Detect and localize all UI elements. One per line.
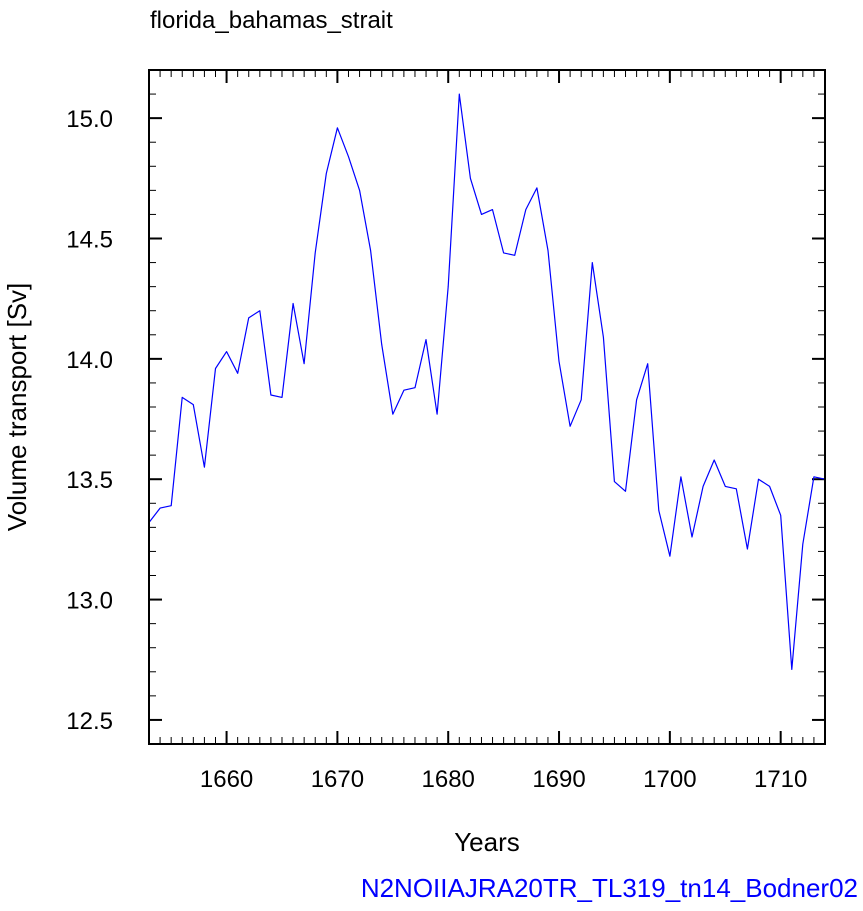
y-tick-labels: 12.5 13.0 13.5 14.0 14.5 15.0 [66,106,113,735]
chart-title: florida_bahamas_strait [150,7,393,34]
x-tick-label: 1710 [754,766,807,793]
dataset-caption: N2NOIIAJRA20TR_TL319_tn14_Bodner02 [361,873,858,903]
major-ticks [149,70,825,744]
y-tick-label: 15.0 [66,106,113,133]
x-tick-label: 1660 [200,766,253,793]
series-line [148,93,826,671]
y-tick-label: 14.5 [66,227,113,254]
y-axis-title: Volume transport [Sv] [2,283,32,532]
y-tick-label: 12.5 [66,708,113,735]
y-tick-label: 13.5 [66,467,113,494]
minor-ticks [148,70,826,745]
x-tick-labels: 1660 1670 1680 1690 1700 1710 [200,766,807,793]
y-tick-label: 14.0 [66,347,113,374]
plot-frame [148,69,826,745]
x-tick-label: 1680 [422,766,475,793]
x-tick-label: 1690 [532,766,585,793]
x-axis-title: Years [454,827,520,857]
x-tick-label: 1700 [643,766,696,793]
x-tick-label: 1670 [311,766,364,793]
y-tick-label: 13.0 [66,588,113,615]
